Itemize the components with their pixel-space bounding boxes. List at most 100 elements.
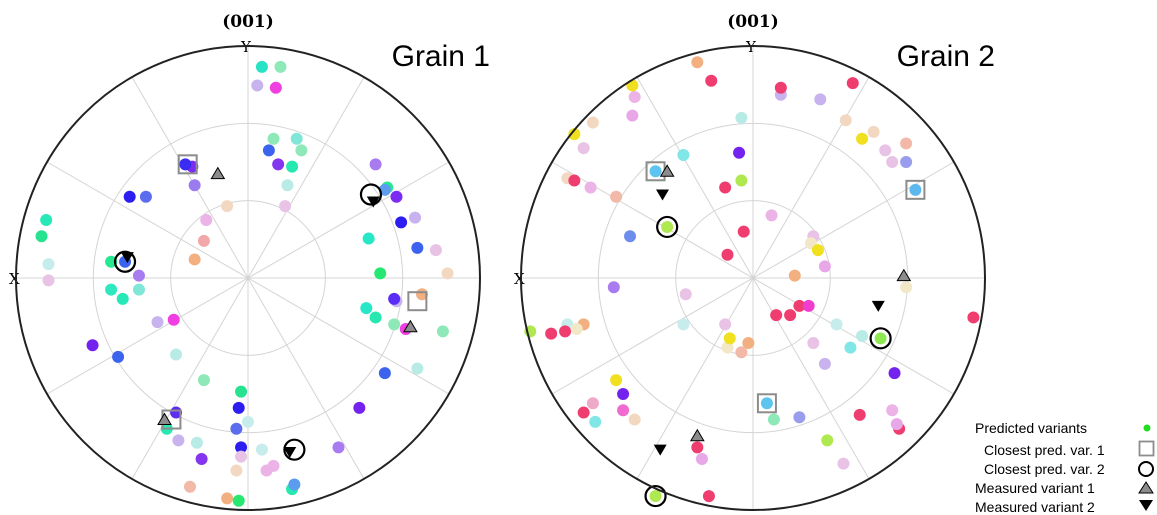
- closest-pred-var-2-marker: [869, 327, 892, 350]
- predicted-variant-point: [267, 459, 280, 472]
- predicted-variant-point: [735, 346, 748, 359]
- closest-pred-var-1-marker: [905, 179, 926, 200]
- predicted-variant-point: [802, 299, 815, 312]
- predicted-variant-point: [735, 174, 748, 187]
- predicted-variant-point: [369, 311, 382, 324]
- predicted-variant-point: [388, 318, 401, 331]
- legend-item-closest-pred-var-1: Closest pred. var. 1: [984, 440, 1155, 458]
- legend-label-measured-variant-1: Measured variant 1: [975, 480, 1095, 496]
- closest-pred-var-1-marker: [177, 154, 198, 175]
- predicted-variant-point: [874, 332, 887, 345]
- predicted-variant-point: [807, 336, 820, 349]
- legend-label-closest-pred-var-2: Closest pred. var. 2: [984, 461, 1105, 477]
- predicted-variant-point: [286, 160, 299, 173]
- predicted-variant-point: [691, 56, 704, 69]
- measured-variant-1-marker: [689, 428, 705, 442]
- predicted-variant-point: [721, 341, 734, 354]
- predicted-variant-point: [290, 132, 303, 145]
- predicted-variant-point: [235, 450, 248, 463]
- predicted-variant-point: [269, 81, 282, 94]
- predicted-variant-point: [737, 225, 750, 238]
- predicted-variant-point: [967, 311, 980, 324]
- predicted-variant-point: [441, 267, 454, 280]
- predicted-variant-point: [719, 318, 732, 331]
- predicted-variant-point: [886, 156, 899, 168]
- predicted-variant-point: [197, 374, 210, 387]
- legend-label-measured-variant-2: Measured variant 2: [975, 499, 1095, 515]
- predicted-variant-point: [568, 174, 581, 187]
- predicted-variant-point: [628, 91, 641, 104]
- predicted-variant-point: [610, 190, 623, 203]
- predicted-variant-point: [721, 248, 734, 261]
- predicted-variant-point: [221, 200, 234, 213]
- predicted-variant-point: [230, 422, 243, 435]
- legend-item-predicted-variants: Predicted variants: [975, 420, 1151, 436]
- predicted-variant-point: [617, 388, 630, 400]
- predicted-variant-point: [221, 492, 234, 505]
- predicted-variant-point: [151, 316, 164, 329]
- pole-figure-grain-2: (001) Y X Grain 2: [514, 12, 995, 511]
- predicted-variant-point: [395, 216, 408, 229]
- pole-figure-grain-1: (001) Y X Grain 1: [9, 12, 490, 511]
- predicted-variant-point: [295, 144, 308, 157]
- measured-variant-2-marker: [656, 189, 670, 201]
- predicted-variant-point: [353, 401, 366, 414]
- measured-variant-1-marker: [403, 319, 418, 333]
- predicted-variant-point: [267, 132, 280, 145]
- predicted-variant-point: [890, 418, 903, 431]
- predicted-variant-point: [702, 490, 715, 503]
- predicted-variant-point: [839, 114, 852, 127]
- predicted-variant-point: [733, 146, 746, 159]
- predicted-variant-point: [390, 190, 403, 203]
- predicted-variant-point: [818, 260, 831, 273]
- predicted-variant-point: [661, 220, 674, 233]
- predicted-variant-point: [411, 362, 424, 375]
- predicted-variant-point: [814, 93, 827, 106]
- legend-item-measured-variant-2: Measured variant 2: [975, 499, 1153, 515]
- predicted-variant-point: [545, 327, 558, 340]
- predicted-variant-point: [42, 258, 55, 271]
- measured-variant-2-marker: [653, 444, 667, 456]
- pole-figure-2-grid: [521, 46, 985, 510]
- predicted-variant-point: [559, 325, 572, 338]
- predicted-variant-point: [767, 413, 780, 426]
- predicted-variant-point: [856, 330, 869, 342]
- pole-figure-2-title: (001): [727, 12, 779, 32]
- predicted-variant-point: [626, 109, 639, 122]
- predicted-variant-point: [200, 214, 213, 226]
- legend-square-marker: [1138, 440, 1155, 457]
- predicted-variant-point: [362, 232, 375, 245]
- predicted-variant-point: [695, 452, 708, 465]
- predicted-variant-point: [190, 436, 203, 449]
- predicted-variant-point: [197, 234, 210, 247]
- measured-variant-1-marker: [157, 412, 172, 426]
- predicted-variant-point: [628, 413, 641, 426]
- predicted-variant-point: [818, 357, 831, 370]
- predicted-variant-point: [86, 339, 99, 352]
- predicted-variant-point: [195, 452, 208, 465]
- predicted-variant-point: [584, 181, 597, 194]
- predicted-variant-point: [900, 281, 913, 294]
- predicted-variant-point: [888, 367, 901, 380]
- legend-triangle-down-marker: [1139, 500, 1153, 511]
- predicted-variant-point: [232, 401, 245, 414]
- predicted-variant-point: [626, 79, 639, 92]
- grain-1-label: Grain 1: [392, 40, 490, 73]
- legend-circle-marker: [1138, 461, 1154, 477]
- predicted-variant-point: [132, 269, 145, 282]
- closest-pred-var-1-marker: [407, 291, 428, 312]
- predicted-variant-point: [679, 288, 692, 301]
- predicted-variant-point: [909, 183, 922, 196]
- predicted-variant-point: [793, 299, 806, 312]
- predicted-variant-point: [649, 165, 662, 178]
- predicted-variant-point: [242, 415, 254, 428]
- predicted-variant-point: [837, 457, 850, 470]
- predicted-variant-point: [374, 267, 387, 280]
- predicted-variant-point: [844, 341, 857, 354]
- pole-figure-2-boundary: [520, 45, 986, 511]
- predicted-variant-point: [765, 209, 778, 222]
- predicted-variant-point: [184, 480, 196, 493]
- closest-pred-var-2-marker: [113, 250, 137, 273]
- predicted-variant-point: [188, 179, 201, 192]
- predicted-variant-point: [288, 478, 301, 491]
